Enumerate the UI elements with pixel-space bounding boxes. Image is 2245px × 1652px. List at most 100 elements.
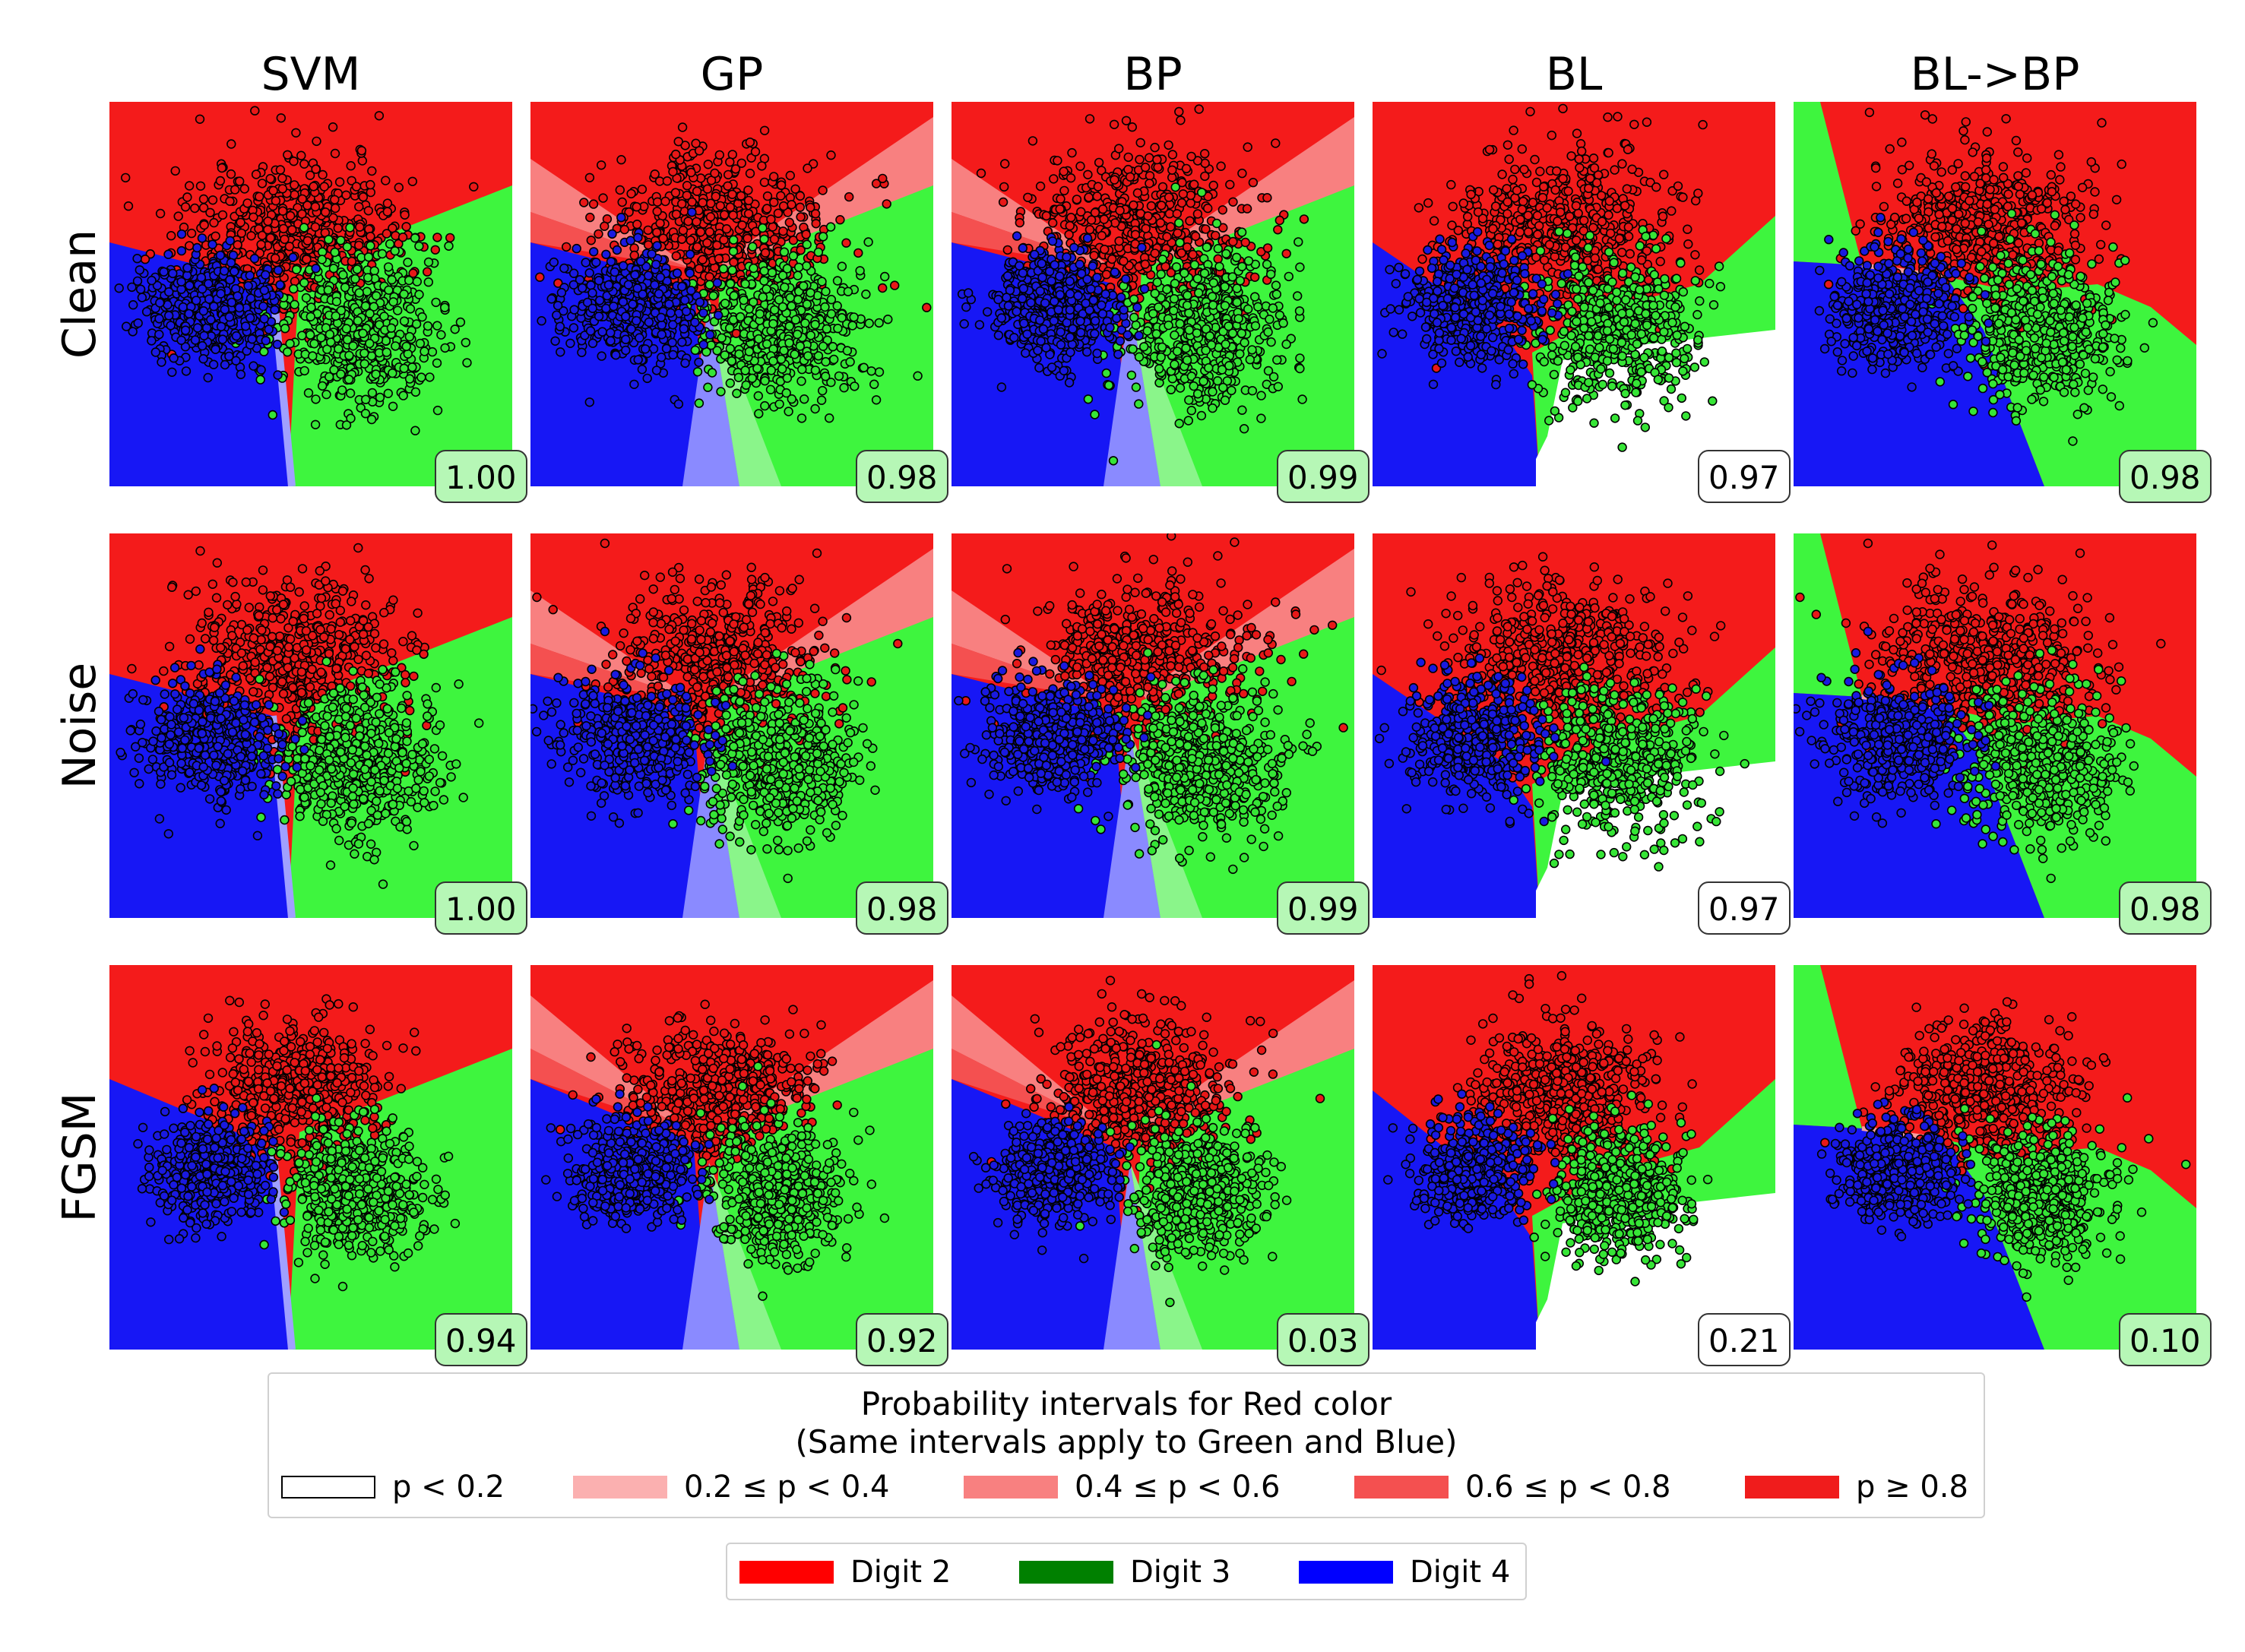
digit-3-point xyxy=(1139,342,1149,352)
digit-3-point xyxy=(306,330,315,340)
digit-3-point xyxy=(1148,309,1158,318)
digit-3-point xyxy=(344,350,354,360)
digit-4-point xyxy=(714,310,724,321)
digit-2-point xyxy=(1053,156,1062,166)
digit-3-point xyxy=(283,347,293,357)
digit-2-point xyxy=(1655,256,1665,267)
digit-3-point xyxy=(1154,302,1164,312)
digit-2-point xyxy=(1530,154,1540,165)
digit-3-point xyxy=(832,276,843,286)
digit-2-point xyxy=(1218,223,1228,233)
digit-2-point xyxy=(1533,229,1543,239)
digit-4-point xyxy=(1090,328,1100,339)
digit-4-point xyxy=(628,299,638,309)
digit-3-point xyxy=(880,271,890,282)
digit-2-point xyxy=(643,225,653,236)
digit-2-point xyxy=(186,228,197,239)
digit-4-point xyxy=(231,356,241,366)
digit-3-point xyxy=(1221,248,1231,259)
digit-2-point xyxy=(1590,253,1600,263)
digit-2-point xyxy=(1213,254,1223,264)
digit-4-point xyxy=(231,331,242,341)
digit-2-point xyxy=(617,197,627,207)
digit-4-point xyxy=(176,335,186,345)
digit-3-point xyxy=(325,372,334,382)
digit-3-point xyxy=(1295,353,1305,363)
digit-4-point xyxy=(176,245,187,256)
digit-3-point xyxy=(1247,345,1257,355)
digit-2-point xyxy=(255,191,264,202)
digit-4-point xyxy=(609,301,619,312)
digit-4-point xyxy=(698,340,708,350)
digit-3-point xyxy=(777,302,788,312)
digit-3-point xyxy=(833,324,843,334)
digit-2-point xyxy=(1539,255,1550,265)
digit-2-point xyxy=(205,207,215,218)
digit-4-point xyxy=(157,357,166,367)
digit-2-point xyxy=(784,217,794,227)
digit-2-point xyxy=(331,203,340,214)
digit-2-point xyxy=(1041,210,1052,221)
digit-3-point xyxy=(717,333,727,343)
panel-plot xyxy=(952,102,1354,486)
digit-3-point xyxy=(1247,386,1258,396)
digit-3-point xyxy=(311,394,321,404)
digit-3-point xyxy=(323,285,333,295)
digit-3-point xyxy=(382,347,391,357)
digit-3-point xyxy=(1198,376,1208,386)
digit-3-point xyxy=(1268,303,1278,313)
digit-3-point xyxy=(358,328,368,338)
digit-4-point xyxy=(1040,298,1050,309)
digit-3-point xyxy=(913,371,923,381)
digit-3-point xyxy=(1170,359,1179,369)
digit-3-point xyxy=(729,291,739,301)
digit-3-point xyxy=(744,304,754,314)
digit-3-point xyxy=(297,331,307,340)
digit-3-point xyxy=(762,284,771,294)
digit-2-point xyxy=(1172,209,1182,219)
digit-3-point xyxy=(800,394,809,404)
digit-2-point xyxy=(1553,217,1563,226)
digit-3-point xyxy=(787,301,796,312)
digit-2-point xyxy=(1065,220,1075,231)
digit-2-point xyxy=(1130,229,1141,239)
digit-4-point xyxy=(233,291,242,301)
digit-4-point xyxy=(1056,340,1066,350)
digit-2-point xyxy=(586,236,597,245)
digit-3-point xyxy=(341,324,352,334)
digit-2-point xyxy=(1200,148,1210,159)
digit-2-point xyxy=(1462,211,1473,222)
digit-2-point xyxy=(743,233,752,244)
digit-3-point xyxy=(1213,376,1223,386)
digit-3-point xyxy=(1294,306,1305,316)
digit-3-point xyxy=(431,297,441,308)
digit-2-point xyxy=(1240,237,1250,248)
digit-2-point xyxy=(594,229,603,239)
digit-2-point xyxy=(1273,225,1283,235)
digit-2-point xyxy=(670,188,681,198)
digit-4-point xyxy=(559,306,568,316)
digit-4-point xyxy=(677,337,687,347)
digit-4-point xyxy=(163,287,174,297)
digit-2-point xyxy=(1086,215,1097,225)
digit-4-point xyxy=(216,321,226,331)
digit-2-point xyxy=(1504,154,1514,164)
digit-3-point xyxy=(782,373,793,383)
digit-2-point xyxy=(1157,182,1168,192)
digit-2-point xyxy=(698,198,708,207)
digit-4-point xyxy=(1121,274,1131,284)
digit-2-point xyxy=(759,177,770,188)
digit-2-point xyxy=(655,218,665,229)
digit-2-point xyxy=(1604,196,1614,206)
digit-4-point xyxy=(176,229,187,239)
digit-4-point xyxy=(1075,259,1085,270)
digit-4-point xyxy=(616,213,626,223)
digit-2-point xyxy=(1473,207,1483,217)
digit-2-point xyxy=(265,173,275,184)
digit-2-point xyxy=(1667,206,1677,216)
digit-4-point xyxy=(623,280,634,290)
digit-3-point xyxy=(1278,318,1288,328)
digit-2-point xyxy=(328,213,338,223)
digit-2-point xyxy=(1523,210,1533,220)
digit-3-point xyxy=(1150,289,1160,299)
